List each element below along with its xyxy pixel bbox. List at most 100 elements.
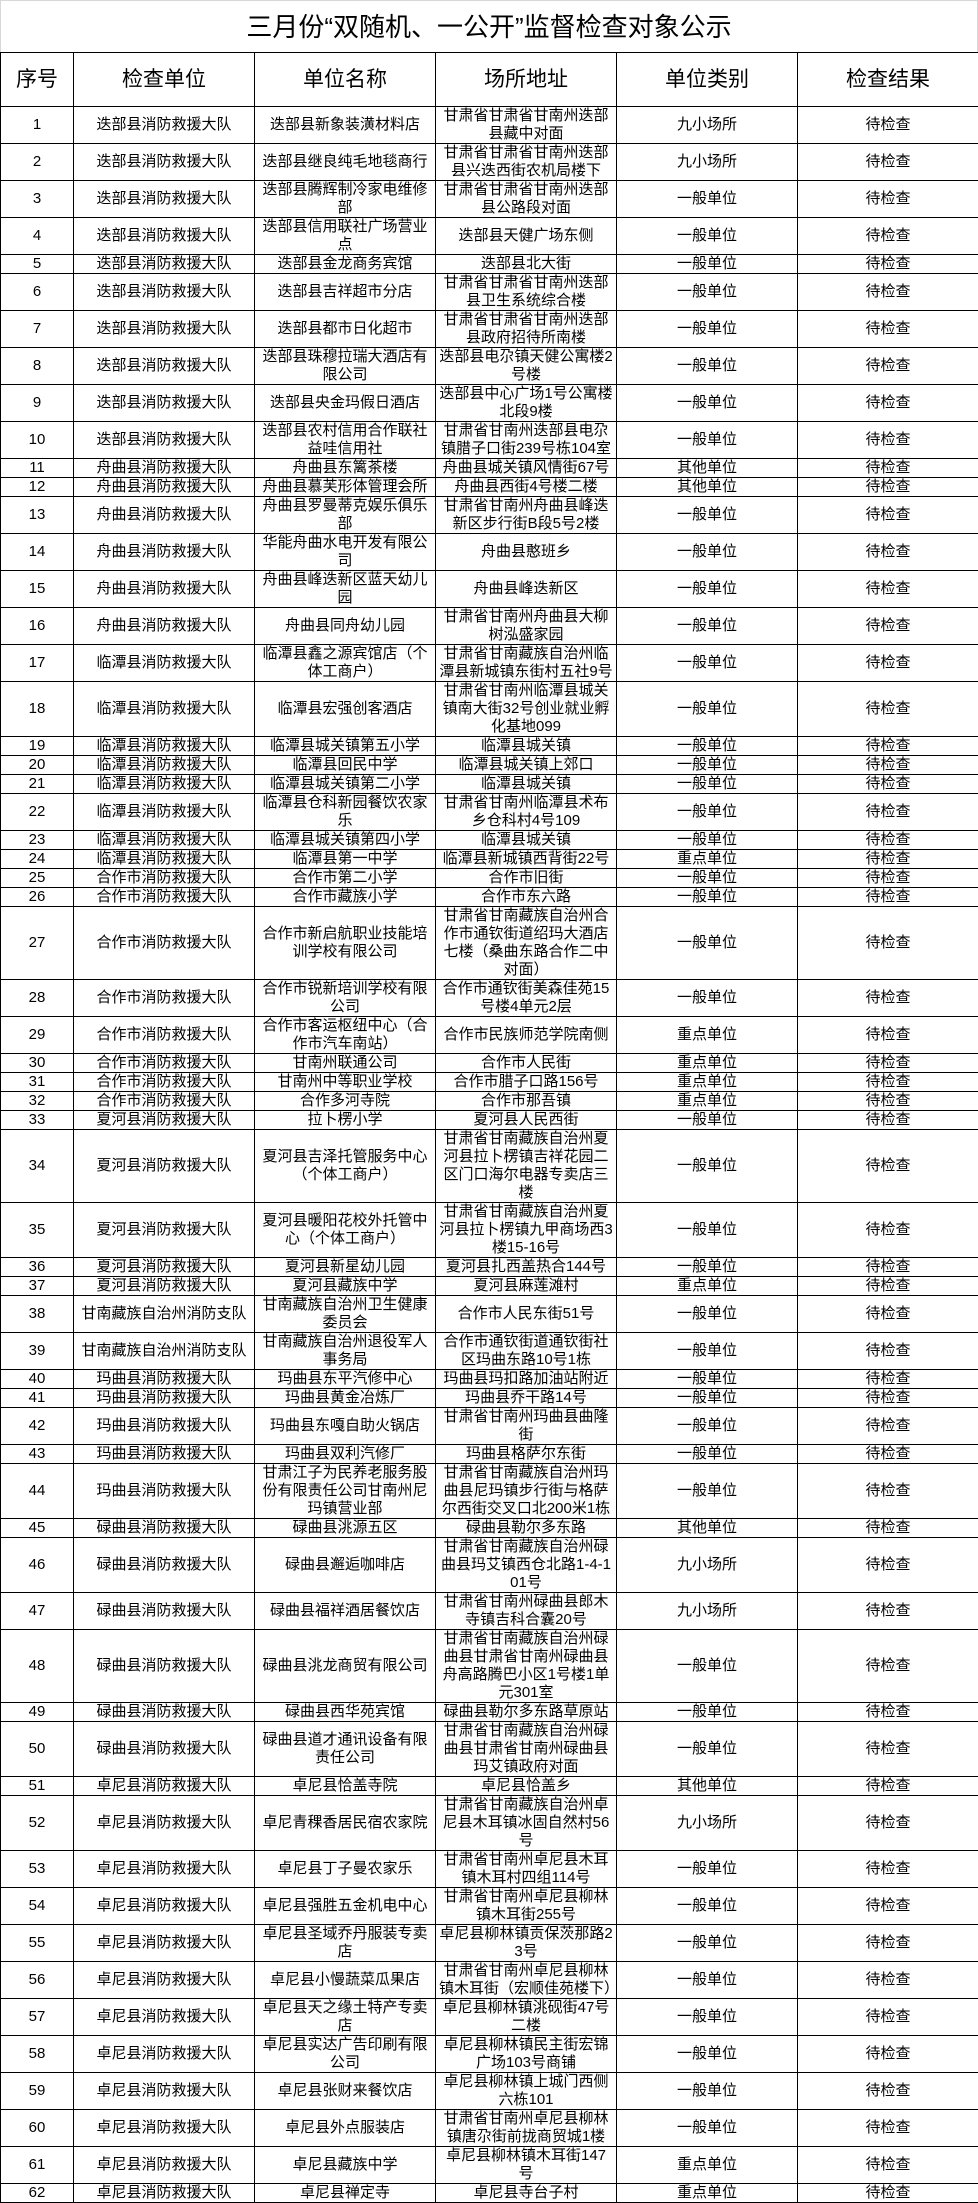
cell-site-address: 迭部县电尕镇天健公寓楼2号楼 [436, 348, 617, 385]
cell-site-address: 合作市人民东街51号 [436, 1296, 617, 1333]
cell-inspecting-unit: 玛曲县消防救援大队 [74, 1408, 255, 1445]
cell-serial-number: 56 [1, 1962, 74, 1999]
cell-inspection-result: 待检查 [798, 737, 978, 756]
cell-inspecting-unit: 玛曲县消防救援大队 [74, 1464, 255, 1519]
cell-serial-number: 18 [1, 682, 74, 737]
cell-serial-number: 57 [1, 1999, 74, 2036]
cell-inspecting-unit: 夏河县消防救援大队 [74, 1111, 255, 1130]
cell-inspecting-unit: 卓尼县消防救援大队 [74, 2073, 255, 2110]
cell-inspection-result: 待检查 [798, 1630, 978, 1703]
cell-site-address: 甘肃省甘南藏族自治州卓尼县木耳镇冰固自然村56号 [436, 1796, 617, 1851]
cell-inspecting-unit: 碌曲县消防救援大队 [74, 1630, 255, 1703]
cell-unit-name: 甘南藏族自治州退役军人事务局 [255, 1333, 436, 1370]
cell-inspecting-unit: 卓尼县消防救援大队 [74, 2184, 255, 2203]
cell-serial-number: 8 [1, 348, 74, 385]
cell-unit-name: 临潭县第一中学 [255, 850, 436, 869]
cell-serial-number: 35 [1, 1203, 74, 1258]
cell-serial-number: 9 [1, 385, 74, 422]
cell-inspection-result: 待检查 [798, 645, 978, 682]
cell-unit-category: 一般单位 [617, 1333, 798, 1370]
cell-inspecting-unit: 迭部县消防救援大队 [74, 422, 255, 459]
cell-inspection-result: 待检查 [798, 1054, 978, 1073]
cell-inspection-result: 待检查 [798, 1408, 978, 1445]
cell-inspecting-unit: 舟曲县消防救援大队 [74, 497, 255, 534]
cell-unit-name: 卓尼县藏族中学 [255, 2147, 436, 2184]
cell-inspection-result: 待检查 [798, 1593, 978, 1630]
cell-site-address: 合作市人民街 [436, 1054, 617, 1073]
cell-serial-number: 27 [1, 907, 74, 980]
cell-site-address: 甘肃省甘南州舟曲县峰迭新区步行街B段5号2楼 [436, 497, 617, 534]
cell-inspecting-unit: 合作市消防救援大队 [74, 869, 255, 888]
cell-inspection-result: 待检查 [798, 850, 978, 869]
cell-inspecting-unit: 碌曲县消防救援大队 [74, 1703, 255, 1722]
cell-inspecting-unit: 卓尼县消防救援大队 [74, 1851, 255, 1888]
cell-site-address: 甘肃省甘南州临潭县城关镇南大街32号创业就业孵化基地099 [436, 682, 617, 737]
cell-inspection-result: 待检查 [798, 1519, 978, 1538]
cell-unit-category: 其他单位 [617, 459, 798, 478]
cell-inspection-result: 待检查 [798, 2036, 978, 2073]
cell-inspection-result: 待检查 [798, 831, 978, 850]
cell-inspecting-unit: 临潭县消防救援大队 [74, 775, 255, 794]
cell-inspection-result: 待检查 [798, 534, 978, 571]
cell-serial-number: 32 [1, 1092, 74, 1111]
cell-unit-category: 一般单位 [617, 385, 798, 422]
cell-unit-name: 卓尼县禅定寺 [255, 2184, 436, 2203]
cell-serial-number: 19 [1, 737, 74, 756]
cell-unit-category: 一般单位 [617, 255, 798, 274]
cell-inspecting-unit: 迭部县消防救援大队 [74, 218, 255, 255]
cell-unit-category: 一般单位 [617, 1722, 798, 1777]
cell-unit-category: 重点单位 [617, 1017, 798, 1054]
cell-inspecting-unit: 卓尼县消防救援大队 [74, 1888, 255, 1925]
cell-serial-number: 4 [1, 218, 74, 255]
cell-site-address: 迭部县天健广场东侧 [436, 218, 617, 255]
cell-inspecting-unit: 迭部县消防救援大队 [74, 348, 255, 385]
cell-inspection-result: 待检查 [798, 1130, 978, 1203]
cell-inspection-result: 待检查 [798, 181, 978, 218]
cell-unit-name: 夏河县新星幼儿园 [255, 1258, 436, 1277]
cell-unit-name: 玛曲县东嘎自助火锅店 [255, 1408, 436, 1445]
cell-unit-name: 临潭县鑫之源宾馆店（个体工商户） [255, 645, 436, 682]
cell-inspecting-unit: 迭部县消防救援大队 [74, 385, 255, 422]
cell-site-address: 卓尼县柳林镇贡保茨那路23号 [436, 1925, 617, 1962]
cell-unit-name: 舟曲县同舟幼儿园 [255, 608, 436, 645]
cell-unit-category: 一般单位 [617, 1999, 798, 2036]
cell-unit-name: 临潭县宏强创客酒店 [255, 682, 436, 737]
cell-unit-name: 舟曲县慕芙形体管理会所 [255, 478, 436, 497]
cell-serial-number: 46 [1, 1538, 74, 1593]
cell-inspection-result: 待检查 [798, 756, 978, 775]
cell-inspecting-unit: 合作市消防救援大队 [74, 1073, 255, 1092]
cell-inspection-result: 待检查 [798, 1296, 978, 1333]
cell-unit-name: 合作市锐新培训学校有限公司 [255, 980, 436, 1017]
cell-inspecting-unit: 舟曲县消防救援大队 [74, 459, 255, 478]
cell-inspection-result: 待检查 [798, 1999, 978, 2036]
cell-site-address: 合作市通钦街美森佳苑15号楼4单元2层 [436, 980, 617, 1017]
cell-serial-number: 1 [1, 107, 74, 144]
cell-unit-name: 碌曲县洮龙商贸有限公司 [255, 1630, 436, 1703]
cell-inspecting-unit: 临潭县消防救援大队 [74, 737, 255, 756]
table-header-row: 序号检查单位单位名称场所地址单位类别检查结果 [1, 53, 978, 107]
cell-inspection-result: 待检查 [798, 1703, 978, 1722]
cell-serial-number: 41 [1, 1389, 74, 1408]
cell-inspecting-unit: 临潭县消防救援大队 [74, 831, 255, 850]
cell-unit-name: 临潭县城关镇第二小学 [255, 775, 436, 794]
cell-site-address: 甘肃省甘南藏族自治州玛曲县尼玛镇步行街与格萨尔西街交叉口北200米1栋 [436, 1464, 617, 1519]
cell-inspecting-unit: 迭部县消防救援大队 [74, 181, 255, 218]
cell-unit-category: 重点单位 [617, 1054, 798, 1073]
cell-unit-name: 卓尼县天之缘土特产专卖店 [255, 1999, 436, 2036]
cell-inspecting-unit: 舟曲县消防救援大队 [74, 534, 255, 571]
cell-unit-name: 卓尼县强胜五金机电中心 [255, 1888, 436, 1925]
cell-unit-category: 一般单位 [617, 534, 798, 571]
cell-unit-category: 一般单位 [617, 1703, 798, 1722]
cell-serial-number: 38 [1, 1296, 74, 1333]
cell-serial-number: 5 [1, 255, 74, 274]
cell-inspection-result: 待检查 [798, 608, 978, 645]
